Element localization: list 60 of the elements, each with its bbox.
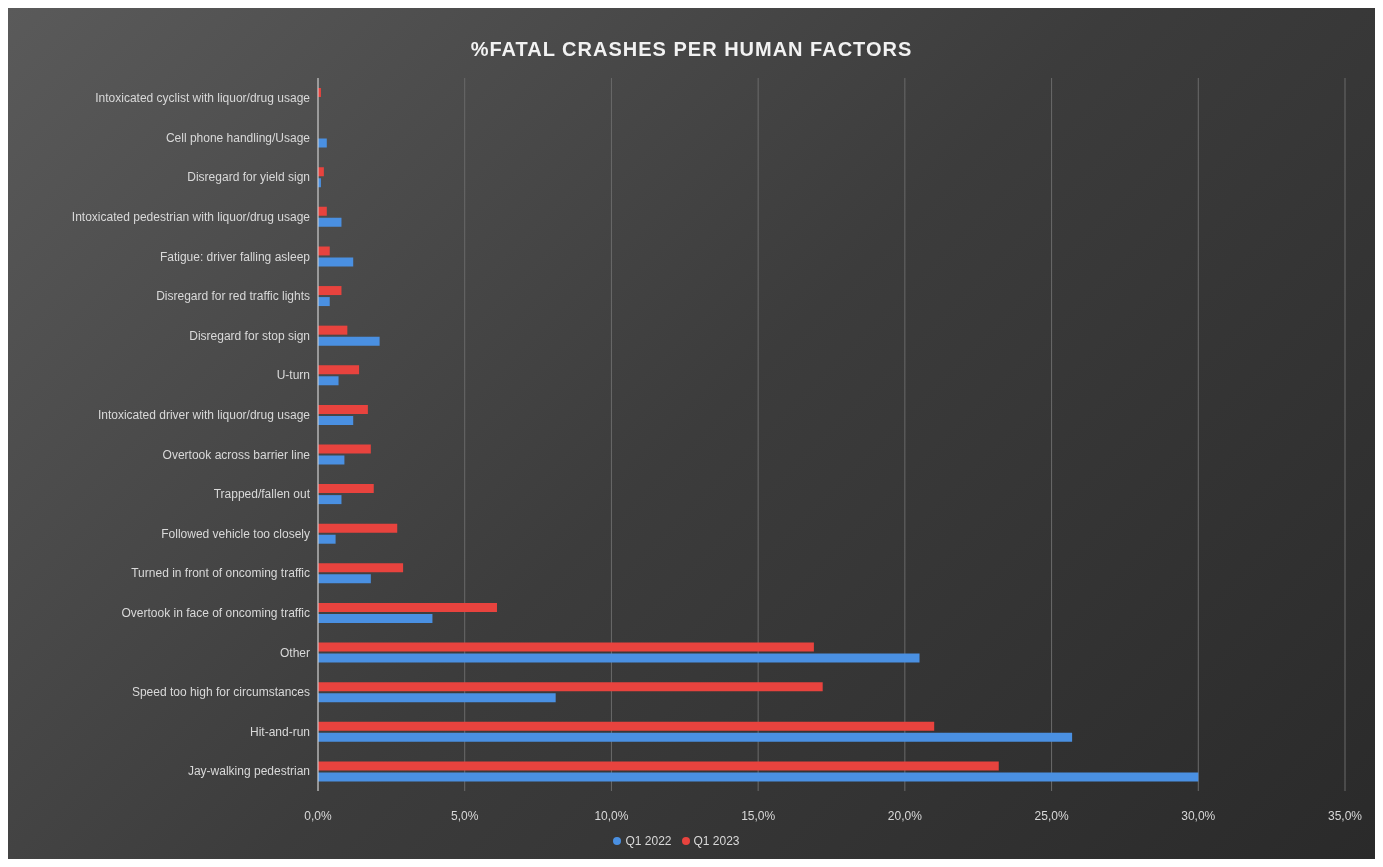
legend-label: Q1 2022	[625, 834, 672, 848]
bar	[318, 336, 380, 346]
y-tick-label: Speed too high for circumstances	[131, 685, 310, 700]
bar	[318, 732, 1073, 742]
x-tick-label: 35,0%	[1327, 808, 1363, 823]
y-tick-label: Intoxicated cyclist with liquor/drug usage	[95, 91, 311, 106]
bar	[318, 563, 404, 573]
y-tick-label: Disregard for red traffic lights	[156, 289, 310, 304]
bar	[318, 602, 497, 612]
bar	[318, 682, 823, 692]
bar	[318, 206, 327, 216]
bar	[318, 761, 999, 771]
y-tick-label: Disregard for yield sign	[187, 170, 310, 185]
y-tick-label: Followed vehicle too closely	[161, 526, 310, 541]
x-tick-label: 20,0%	[887, 808, 923, 823]
y-tick-label: Intoxicated pedestrian with liquor/drug usage	[71, 209, 311, 224]
bar	[318, 693, 556, 703]
chart-title: %FATAL CRASHES PER HUMAN FACTORS	[469, 37, 914, 62]
bar	[318, 217, 342, 227]
bar	[318, 613, 433, 623]
bar	[318, 721, 935, 731]
x-tick-label: 10,0%	[594, 808, 629, 823]
bar	[318, 286, 342, 296]
y-tick-label: U-turn	[276, 368, 310, 383]
bar	[318, 246, 330, 256]
legend-label: Q1 2023	[693, 834, 740, 848]
bar	[318, 138, 327, 148]
y-tick-label: Fatigue: driver falling asleep	[159, 249, 311, 264]
x-tick-label: 15,0%	[741, 808, 776, 823]
y-tick-label: Turned in front of oncoming traffic	[131, 566, 310, 581]
bar	[318, 574, 371, 584]
y-tick-label: Disregard for stop sign	[189, 328, 310, 343]
x-tick-label: 5,0%	[451, 808, 479, 823]
y-tick-label: Jay-walking pedestrian	[187, 764, 310, 779]
x-tick-label: 30,0%	[1181, 808, 1216, 823]
bar	[318, 642, 814, 652]
bar	[318, 495, 342, 505]
x-tick-label: 25,0%	[1034, 808, 1069, 823]
bar	[318, 325, 348, 335]
bar	[318, 455, 345, 465]
bar	[318, 365, 360, 375]
y-tick-label: Trapped/fallen out	[213, 487, 311, 502]
bar	[318, 653, 920, 663]
y-tick-label: Overtook in face of oncoming traffic	[121, 606, 310, 621]
bar	[318, 297, 330, 307]
bar	[318, 415, 354, 425]
bar	[318, 772, 1199, 782]
y-tick-label: Cell phone handling/Usage	[165, 130, 311, 145]
y-tick-label: Overtook across barrier line	[162, 447, 311, 462]
y-tick-label: Intoxicated driver with liquor/drug usage	[97, 407, 311, 422]
bar	[318, 404, 368, 414]
bar	[318, 376, 339, 386]
bar	[318, 257, 354, 267]
y-tick-label: Hit-and-run	[249, 724, 310, 739]
x-tick-label: 0,0%	[304, 808, 332, 823]
y-tick-label: Other	[279, 645, 310, 660]
bar	[318, 444, 371, 454]
bar	[318, 484, 374, 494]
bar	[318, 534, 336, 544]
bar	[318, 523, 398, 533]
